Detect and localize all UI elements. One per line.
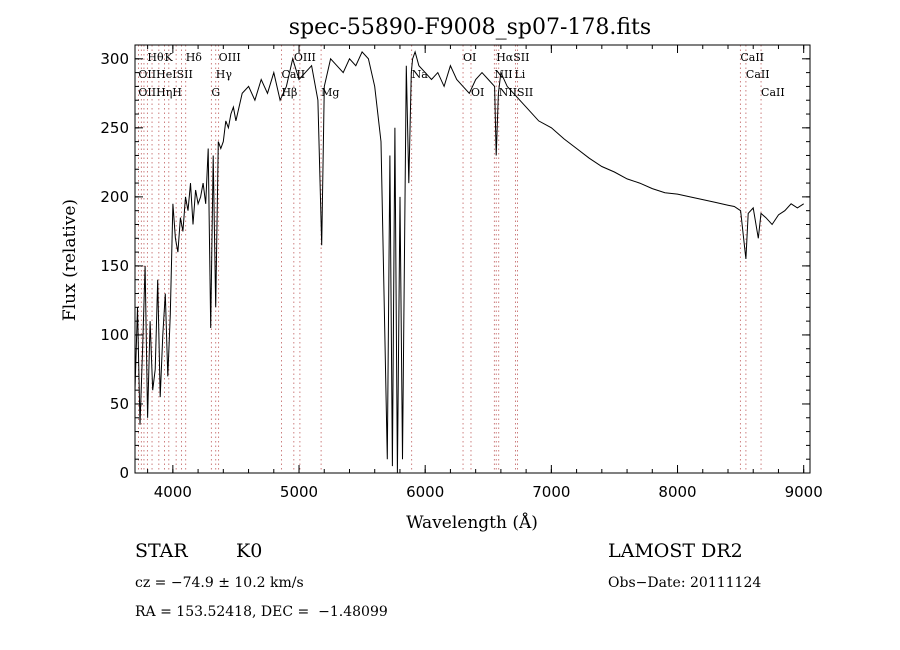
line-label: Na	[412, 68, 429, 81]
y-tick-label: 150	[100, 257, 129, 275]
line-label: OIII	[219, 51, 241, 64]
x-tick-label: 4000	[154, 483, 192, 501]
line-label: Hδ	[186, 51, 203, 64]
y-tick-label: 100	[100, 326, 129, 344]
line-label: NIISII	[499, 86, 534, 99]
line-label: K	[165, 51, 174, 64]
y-tick-label: 300	[100, 50, 129, 68]
x-tick-label: 5000	[280, 483, 318, 501]
redshift-readout: cz = −74.9 ± 10.2 km/s	[135, 575, 304, 591]
x-tick-label: 9000	[785, 483, 823, 501]
observation-date: Obs−Date: 20111124	[608, 575, 762, 591]
x-axis-label: Wavelength (Å)	[406, 512, 538, 533]
y-tick-label: 200	[100, 188, 129, 206]
chart-title: spec-55890-F9008_sp07-178.fits	[289, 15, 651, 40]
x-tick-label: 8000	[658, 483, 696, 501]
object-class: STAR	[135, 540, 188, 562]
y-tick-label: 0	[119, 464, 129, 482]
line-label: OIIHηH	[138, 86, 181, 99]
line-label: OIII	[294, 51, 316, 64]
survey-name: LAMOST DR2	[608, 540, 743, 562]
line-label: HαSII	[496, 51, 529, 64]
x-tick-label: 6000	[406, 483, 444, 501]
line-label: Mg	[321, 86, 339, 99]
line-label: OI	[471, 86, 484, 99]
line-label: OI	[463, 51, 476, 64]
y-axis-label: Flux (relative)	[60, 199, 80, 321]
line-label: CaII	[746, 68, 770, 81]
x-tick-label: 7000	[532, 483, 570, 501]
line-label: NII	[494, 68, 512, 81]
spectral-line-markers	[138, 45, 762, 473]
coordinates-readout: RA = 153.52418, DEC = −1.48099	[135, 604, 388, 620]
line-label: CaII	[761, 86, 785, 99]
line-label: CaII	[281, 68, 305, 81]
y-tick-label: 250	[100, 119, 129, 137]
y-axis-ticks: 0 50 100 150 200 250 300	[100, 50, 810, 482]
line-label: CaII	[740, 51, 764, 64]
object-subclass: K0	[236, 540, 263, 562]
line-label: G	[211, 86, 220, 99]
plot-frame	[134, 44, 811, 474]
line-label: OIIHeISII	[138, 68, 192, 81]
line-label: Hγ	[216, 68, 233, 81]
x-axis-ticks: 4000 5000 6000 7000 8000 9000	[147, 45, 823, 501]
y-tick-label: 50	[110, 395, 129, 413]
line-label: Hθ	[147, 51, 164, 64]
line-label: Li	[515, 68, 526, 81]
spectral-line-labels: Hθ K Hδ OIII OIII OI HαSII CaII OIIHeISII Hγ CaII N…	[138, 51, 784, 99]
spectrum-line	[134, 50, 804, 474]
